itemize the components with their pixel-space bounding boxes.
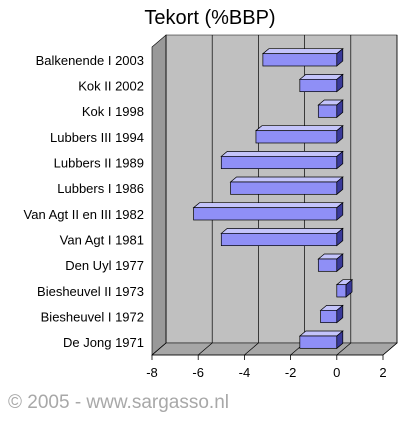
bar	[317, 99, 344, 119]
bar-front-face	[317, 104, 338, 118]
category-label: Biesheuvel I 1972	[41, 310, 144, 325]
bar-top-face	[220, 227, 344, 234]
bar-side-face	[336, 73, 344, 93]
category-labels: Balkenende I 2003 Kok II 2002 Kok I 1998 Lu…	[24, 53, 144, 350]
category-label: Van Agt I 1981	[60, 233, 144, 248]
bar-front-face	[220, 232, 338, 247]
bar-side-face	[336, 47, 344, 67]
floor-gridline	[336, 342, 352, 356]
bar-top-face	[298, 330, 344, 337]
bar-side-face	[336, 150, 344, 170]
category-label: Lubbers II 1989	[54, 156, 144, 171]
x-tick-label: 2	[379, 365, 386, 380]
bar-side-face	[345, 278, 353, 298]
bar	[254, 124, 344, 144]
bar-side-face	[336, 253, 344, 273]
bar-top-face	[220, 150, 344, 157]
category-label: Kok I 1998	[82, 104, 144, 119]
category-label: Balkenende I 2003	[36, 53, 144, 68]
floor-gridline	[151, 342, 167, 356]
bars	[192, 47, 354, 350]
category-label: Den Uyl 1977	[65, 258, 144, 273]
bar	[220, 227, 344, 247]
bar-side-face	[336, 201, 344, 221]
plot-side-wall	[151, 34, 167, 356]
bar-top-face	[261, 48, 344, 55]
floor-gridline	[244, 342, 259, 356]
category-label: Lubbers I 1986	[57, 181, 144, 196]
bar-side-face	[336, 304, 344, 324]
category-label: Biesheuvel II 1973	[37, 284, 144, 299]
plot-floor	[151, 342, 398, 356]
bar-side-face	[336, 176, 344, 196]
category-label: Lubbers III 1994	[50, 130, 144, 145]
floor-gridline	[382, 342, 398, 356]
bar-top-face	[254, 125, 344, 132]
bar	[298, 73, 344, 93]
x-tick-label: -2	[285, 365, 297, 380]
bar-side-face	[336, 124, 344, 144]
x-axis-tick-labels: -8 -6 -4 -2 0 2	[146, 365, 386, 380]
bar-front-face	[193, 207, 338, 221]
bar-top-face	[298, 73, 344, 80]
floor-gridline	[197, 342, 213, 356]
bar-front-face	[220, 155, 338, 170]
bar-top-face	[192, 202, 344, 209]
category-label: Van Agt II en III 1982	[24, 207, 144, 222]
bar-side-face	[336, 99, 344, 119]
x-tick-label: -8	[146, 365, 158, 380]
bar	[229, 176, 344, 196]
chart-title: Tekort (%BBP)	[144, 7, 275, 29]
bar	[220, 150, 344, 170]
plot-area	[151, 34, 398, 360]
x-tick-label: -4	[239, 365, 251, 380]
category-label: Kok II 2002	[78, 79, 144, 94]
bar-front-face	[255, 130, 338, 144]
x-tick-label: 0	[333, 365, 340, 380]
bar-front-face	[230, 181, 338, 195]
bar-side-face	[336, 227, 344, 247]
bar-side-face	[336, 330, 344, 350]
bar	[317, 253, 344, 273]
bar-front-face	[317, 258, 338, 272]
bar	[319, 304, 344, 324]
bar-front-face	[299, 78, 338, 93]
bar	[192, 201, 344, 221]
bar-front-face	[299, 335, 338, 349]
bar-front-face	[262, 53, 338, 67]
bar	[298, 330, 344, 350]
bar-front-face	[336, 284, 347, 298]
bar	[335, 278, 354, 298]
bar-top-face	[229, 176, 344, 183]
copyright-notice: © 2005 - www.sargasso.nl	[8, 392, 229, 413]
category-label: De Jong 1971	[63, 335, 144, 350]
bar-front-face	[320, 309, 338, 324]
bar	[261, 47, 344, 67]
x-tick-label: -6	[192, 365, 204, 380]
